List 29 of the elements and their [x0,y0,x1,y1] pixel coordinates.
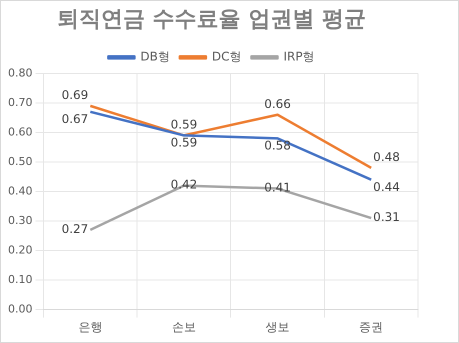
data-label: 0.41 [264,180,291,195]
data-label: 0.31 [373,210,400,224]
y-tick-label: 0.50 [8,154,32,168]
x-tick-label: 생보 [266,320,290,334]
data-label: 0.59 [170,118,198,132]
y-tick-label: 0.10 [8,272,32,286]
x-tick-label: 증권 [359,320,384,334]
legend-label: DB형 [140,50,170,64]
data-label: 0.42 [170,178,198,192]
legend-label: IRP형 [283,50,315,64]
y-tick-label: 0.30 [8,214,32,227]
data-label: 0.59 [170,136,198,150]
data-label: 0.69 [62,88,88,102]
y-tick-label: 0.60 [8,125,32,138]
y-tick-label: 0.00 [8,302,32,316]
data-label: 0.27 [62,222,88,236]
legend-label: DC형 [212,50,242,64]
data-label: 0.66 [264,96,291,111]
y-tick-label: 0.40 [8,184,32,198]
x-tick-label: 손보 [172,320,196,334]
chart-title: 퇴직연금 수수료율 업권별 평균 [57,6,366,32]
data-label: 0.58 [264,138,291,152]
data-label: 0.48 [373,150,400,164]
y-tick-label: 0.20 [8,243,32,256]
y-tick-label: 0.80 [8,66,32,80]
data-label: 0.44 [373,180,400,194]
data-label: 0.67 [62,112,88,126]
y-tick-label: 0.70 [8,96,32,109]
x-tick-label: 은행 [78,320,102,334]
